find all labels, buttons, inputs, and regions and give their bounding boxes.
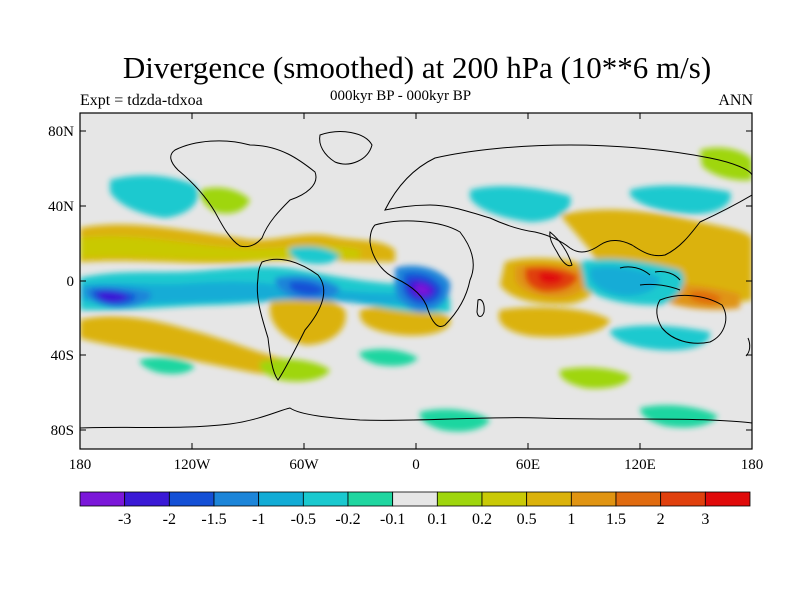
coastlines xyxy=(80,131,752,429)
north-america-coastline xyxy=(170,140,317,248)
lat-tick-label: 80S xyxy=(51,423,74,439)
lon-tick-label: 60W xyxy=(289,457,319,473)
colorbar-swatch xyxy=(168,491,215,507)
lat-tick-label: 40N xyxy=(48,199,74,215)
contour-region xyxy=(559,367,630,389)
lon-tick-label: 180 xyxy=(741,457,764,473)
contour-region xyxy=(139,357,195,374)
greenland-coastline xyxy=(319,131,373,165)
colorbar-label: -1 xyxy=(252,511,265,528)
colorbar-swatch xyxy=(660,491,706,507)
contour-region xyxy=(80,281,440,306)
australia-coastline xyxy=(656,295,727,344)
contour-region xyxy=(560,209,752,306)
contour-region xyxy=(640,405,718,428)
lon-tick-label: 60E xyxy=(516,457,540,473)
colorbar-swatch xyxy=(526,491,572,507)
contour-region xyxy=(80,316,293,375)
contour-region xyxy=(289,246,340,264)
season-label: ANN xyxy=(718,92,753,109)
contour-region xyxy=(538,271,564,285)
colorbar-swatch xyxy=(124,491,170,507)
lon-tick-label: 0 xyxy=(412,457,420,473)
colorbar-swatch xyxy=(570,491,617,507)
madagascar-coastline xyxy=(476,299,485,317)
colorbar-swatch xyxy=(347,491,394,507)
colorbar-label: 1 xyxy=(567,511,575,528)
colorbar-swatch xyxy=(436,491,483,507)
colorbar-label: 0.5 xyxy=(517,511,537,528)
lat-axis xyxy=(80,130,752,431)
colorbar-label: -0.5 xyxy=(291,511,316,528)
india-coastline xyxy=(549,231,573,267)
contour-region xyxy=(590,266,660,296)
colorbar-swatch xyxy=(392,491,438,507)
period-label: 000kyr BP - 000kyr BP xyxy=(330,88,472,104)
contour-region xyxy=(80,236,360,260)
eurasia-coastline xyxy=(384,144,752,257)
contour-region xyxy=(289,281,325,295)
colorbar-label: -0.1 xyxy=(380,511,405,528)
colorbar-swatch xyxy=(258,491,304,507)
colorbar-label: -1.5 xyxy=(201,511,226,528)
contour-region xyxy=(700,147,752,181)
contour-region xyxy=(270,295,346,345)
colorbar-swatch xyxy=(704,491,751,507)
experiment-label: Expt = tdzda-tdxoa xyxy=(80,92,203,109)
contour-region xyxy=(419,409,490,432)
colorbar: -3 -2 -1.5 -1 -0.5 -0.2 -0.1 0.1 0.2 0.5 1 1.5 2 3 xyxy=(79,491,751,528)
colorbar-label: -0.2 xyxy=(335,511,360,528)
colorbar-label: 2 xyxy=(657,511,665,528)
colorbar-swatch xyxy=(481,491,528,507)
contour-region xyxy=(470,186,571,222)
colorbar-label: -3 xyxy=(118,511,131,528)
contour-region xyxy=(498,307,610,338)
colorbar-label: -2 xyxy=(163,511,176,528)
colorbar-label: 0.1 xyxy=(427,511,447,528)
contour-region xyxy=(359,349,418,366)
contour-region xyxy=(610,325,711,351)
contour-region xyxy=(110,175,199,218)
lon-tick-label: 120W xyxy=(174,457,212,473)
contour-region xyxy=(360,305,451,336)
colorbar-label: 0.2 xyxy=(472,511,492,528)
contour-region xyxy=(259,359,330,382)
lon-tick-label: 120E xyxy=(624,457,656,473)
colorbar-swatch xyxy=(213,491,260,507)
lon-tick-label: 180 xyxy=(69,457,92,473)
contour-region xyxy=(97,291,128,303)
lat-tick-label: 40S xyxy=(51,348,74,364)
colorbar-label: 1.5 xyxy=(606,511,626,528)
colorbar-swatch xyxy=(302,491,349,507)
lon-axis xyxy=(191,113,641,449)
south-america-coastline xyxy=(256,258,325,381)
lat-tick-label: 80N xyxy=(48,124,74,140)
colorbar-swatch xyxy=(79,491,126,507)
africa-coastline xyxy=(369,220,474,327)
maritime-continent-coastline xyxy=(619,266,681,291)
contour-region xyxy=(630,185,731,215)
colorbar-label: 3 xyxy=(701,511,709,528)
chart-title: Divergence (smoothed) at 200 hPa (10**6 … xyxy=(122,50,712,85)
contour-region xyxy=(414,283,431,296)
colorbar-swatch xyxy=(615,491,662,507)
antarctica-coastline xyxy=(80,407,752,429)
lat-tick-label: 0 xyxy=(67,274,75,290)
